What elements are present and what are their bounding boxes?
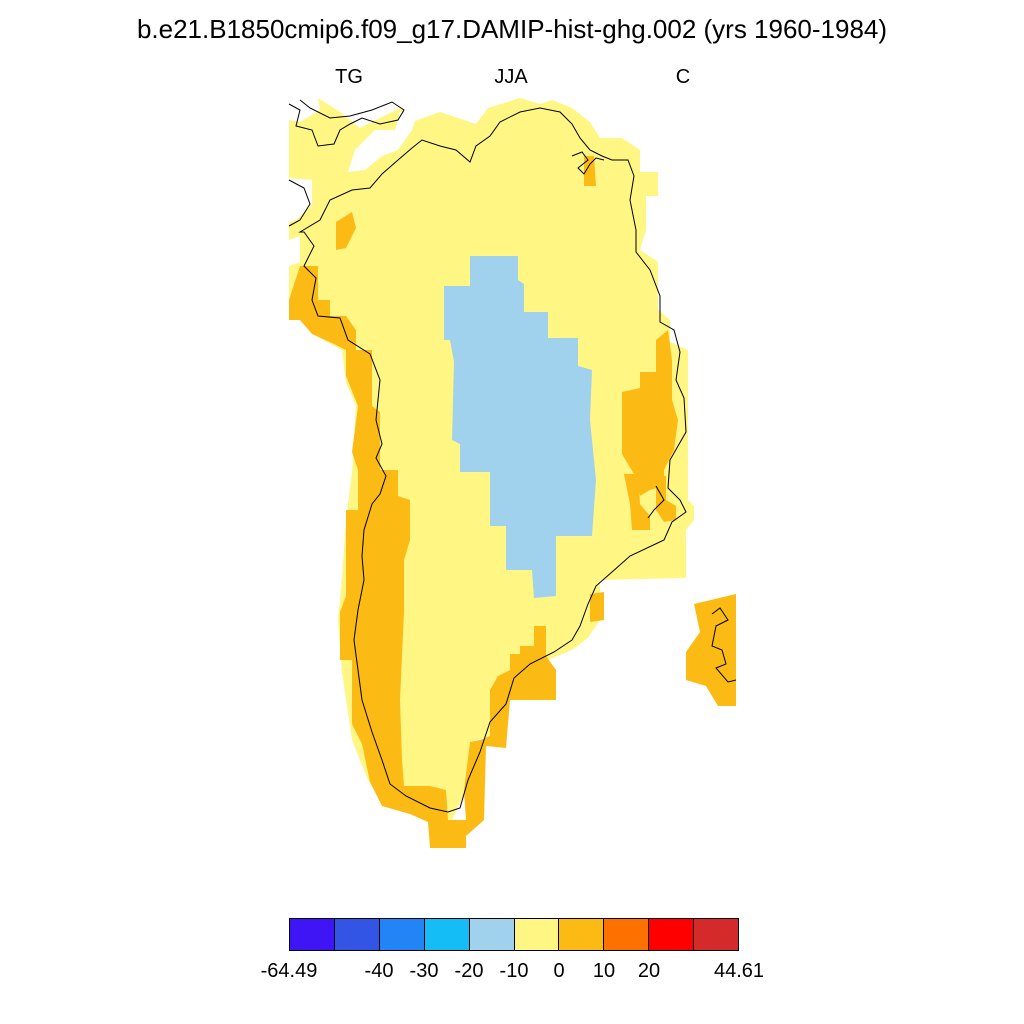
colorbar-label-max: 44.61 — [713, 960, 765, 982]
colorbar-label: 20 — [637, 960, 661, 982]
colorbar-label: -20 — [454, 960, 484, 982]
coastline — [288, 99, 737, 813]
colorbar-label-min: -64.49 — [260, 960, 318, 982]
colorbar-label: 10 — [592, 960, 616, 982]
colorbar-labels: -64.49 -40 -30 -20 -10 0 10 20 44.61 — [0, 960, 1024, 990]
units-label: C — [675, 66, 691, 88]
colorbar — [289, 918, 739, 951]
colorbar-swatch — [604, 919, 650, 950]
colorbar-swatch — [514, 919, 560, 950]
colorbar-label: -10 — [499, 960, 529, 982]
colorbar-swatch — [290, 919, 335, 950]
region-10-20 — [289, 156, 736, 848]
colorbar-swatch — [694, 919, 739, 950]
colorbar-label: 0 — [553, 960, 565, 982]
season-label: JJA — [494, 66, 528, 88]
colorbar-label: -30 — [409, 960, 439, 982]
colorbar-swatch — [334, 919, 380, 950]
colorbar-swatch — [379, 919, 425, 950]
colorbar-label: -40 — [364, 960, 394, 982]
map-title: b.e21.B1850cmip6.f09_g17.DAMIP-hist-ghg.… — [136, 14, 888, 44]
variable-label: TG — [335, 66, 363, 88]
region-neg10-0 — [444, 256, 596, 598]
colorbar-swatch — [469, 919, 515, 950]
colorbar-swatch — [559, 919, 605, 950]
colorbar-swatch — [649, 919, 695, 950]
colorbar-swatch — [424, 919, 470, 950]
